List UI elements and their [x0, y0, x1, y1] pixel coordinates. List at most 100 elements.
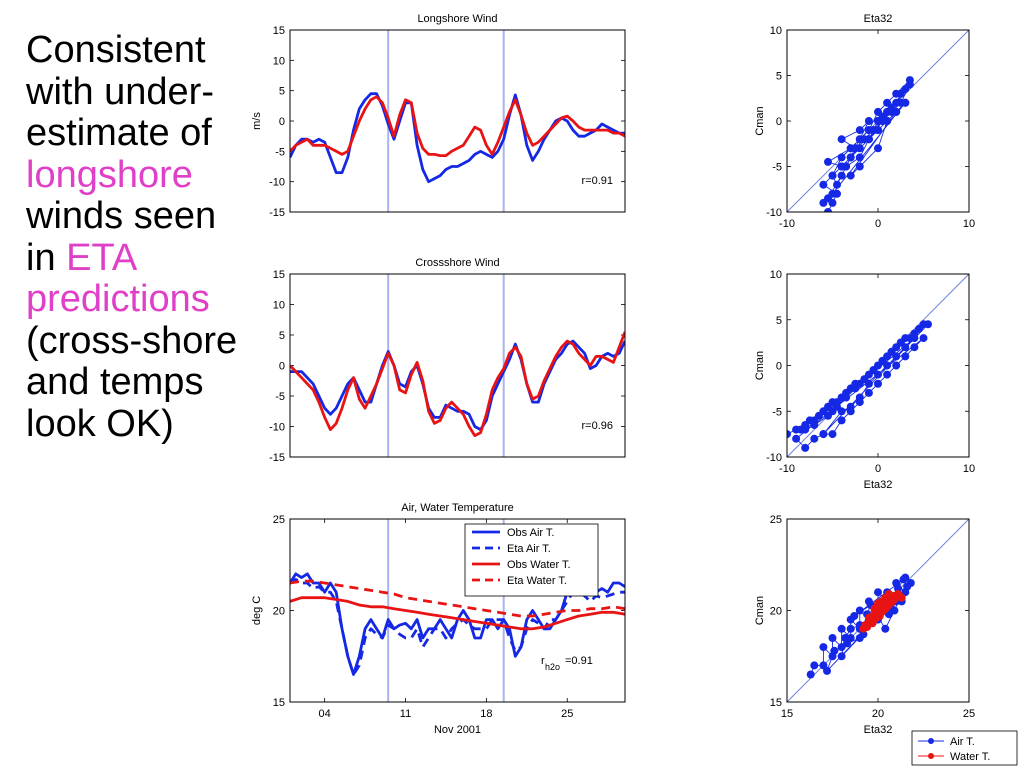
legend-label: Eta Air T. — [507, 543, 551, 555]
y-tick-label: 5 — [776, 315, 782, 327]
scatter-point — [846, 624, 855, 633]
plot-frame — [786, 273, 970, 458]
scatter-point — [824, 157, 832, 166]
legend-label: Obs Water T. — [507, 559, 571, 571]
caption-line: Consistent — [26, 29, 286, 72]
caption-highlight: predictions — [26, 278, 210, 320]
y-tick-label: 0 — [776, 116, 782, 128]
scatter-point — [819, 643, 828, 652]
scatter-point — [837, 135, 846, 144]
y-axis-label: Cman — [754, 596, 766, 625]
correlation-label: r=0.91 — [582, 175, 614, 187]
scatter-point — [855, 153, 864, 162]
scatter-point — [894, 584, 902, 593]
scatter-point — [892, 361, 901, 370]
x-tick-label: 15 — [781, 708, 793, 720]
y-tick-label: -10 — [766, 452, 782, 464]
legend-box — [911, 730, 1018, 766]
scatter-point — [874, 588, 882, 597]
scatter-point — [828, 171, 837, 180]
scatter-point — [919, 334, 928, 343]
scatter-point — [901, 352, 910, 361]
scatter-point — [899, 575, 908, 584]
scatter-point — [892, 107, 901, 116]
scatter-point — [833, 180, 841, 189]
scatter-point — [890, 606, 899, 615]
x-tick-label: 18 — [480, 708, 492, 720]
correlation-value: =0.91 — [565, 655, 593, 667]
chart-panel: Cman Eta32 10 5 0 -5 -10-10 0 10 — [754, 269, 975, 491]
x-tick-label: 25 — [963, 708, 975, 720]
scatter-point — [874, 144, 882, 153]
y-tick-label: 20 — [273, 606, 285, 618]
caption-segment: look OK) — [26, 402, 174, 445]
y-tick-label: 25 — [770, 514, 782, 526]
y-tick-label: -10 — [269, 177, 285, 189]
x-tick-label: 20 — [872, 708, 884, 720]
caption-text: Consistent with under-estimate of longshor… — [26, 29, 286, 445]
scatter-point — [843, 639, 852, 648]
y-tick-label: 0 — [776, 361, 782, 373]
x-axis-label: Nov 2001 — [434, 724, 481, 736]
y-tick-label: -5 — [275, 146, 285, 158]
series-line-obs-water — [290, 596, 625, 631]
scatter-point — [823, 666, 831, 675]
scatter-point — [878, 356, 887, 365]
scatter-point — [874, 117, 882, 125]
y-tick-label: 5 — [279, 86, 285, 98]
legend-box — [464, 523, 599, 597]
scatter-point — [855, 393, 864, 402]
y-tick-label: -15 — [269, 452, 285, 464]
y-axis-label: deg C — [251, 596, 263, 625]
scatter-point — [910, 334, 919, 343]
scatter-point — [874, 379, 882, 388]
scatter-point — [864, 126, 873, 135]
scatter-point — [851, 384, 860, 393]
scatter-point — [864, 135, 873, 144]
y-tick-label: 15 — [273, 697, 285, 709]
scatter-point — [824, 208, 832, 212]
scatter-point — [837, 416, 846, 425]
series-line-eta — [290, 331, 625, 437]
plot-frame — [786, 518, 970, 703]
x-tick-label: 0 — [875, 218, 881, 230]
x-tick-label: -10 — [779, 218, 795, 230]
y-tick-label: -5 — [275, 391, 285, 403]
x-tick-label: 11 — [400, 708, 411, 720]
scatter-point — [883, 107, 892, 116]
scatter-point — [830, 646, 839, 655]
scatter-point — [855, 126, 864, 135]
plot-frame — [786, 29, 970, 213]
caption-highlight: ETA — [66, 236, 138, 279]
scatter-point — [881, 624, 890, 633]
caption-segment: winds seen — [26, 195, 217, 237]
y-tick-label: 0 — [279, 361, 285, 373]
caption-segment: estimate of — [26, 112, 212, 154]
caption-segment: in — [26, 236, 67, 279]
scatter-point — [787, 430, 791, 439]
caption-highlight: longshore — [26, 153, 193, 196]
caption-line: with under- — [26, 70, 286, 114]
scatter-point — [864, 117, 873, 125]
y-tick-label: 15 — [273, 25, 285, 37]
caption-line: (cross-shore — [26, 320, 286, 363]
x-tick-label: 25 — [561, 708, 573, 720]
legend-label: Water T. — [950, 751, 990, 763]
caption-segment: and temps — [26, 361, 204, 403]
scatter-point — [855, 135, 864, 144]
y-tick-label: 0 — [279, 116, 285, 128]
scatter-point — [850, 612, 859, 620]
scatter-point — [806, 670, 815, 679]
y-tick-label: 10 — [273, 55, 285, 67]
y-axis-label: Cman — [754, 351, 766, 380]
x-tick-label: 0 — [875, 463, 881, 475]
chart-panel: Eta32 Cman 10 5 0 -5 -10-10 0 10 — [754, 13, 975, 230]
x-axis-label: Eta32 — [864, 724, 893, 736]
chart-panel: Air, Water Temperature deg C Nov 2001 25 20 1… — [251, 502, 626, 736]
chart-title: Eta32 — [864, 13, 893, 25]
caption-segment: with under- — [26, 70, 214, 113]
scatter-point — [819, 430, 828, 439]
y-tick-label: 15 — [770, 697, 782, 709]
